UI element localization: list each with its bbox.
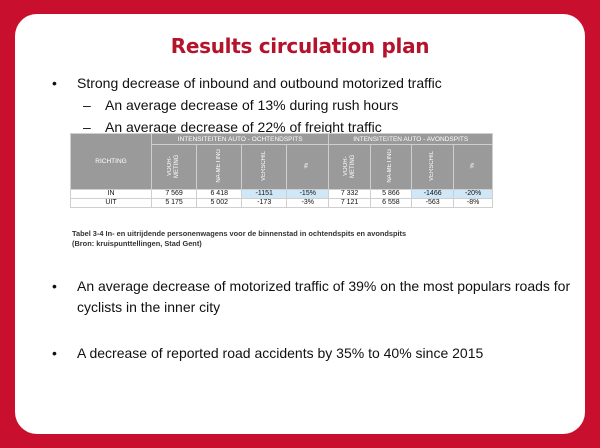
table-cell: -1151 <box>241 189 288 199</box>
table-cell: 5 002 <box>196 198 243 208</box>
bullet-item: • Strong decrease of inbound and outboun… <box>52 73 572 94</box>
bullet-item: • An average decrease of motorized traff… <box>52 276 572 318</box>
caption-source: (Bron: kruispunttellingen, Stad Gent) <box>72 239 202 248</box>
sub-bullet-text: An average decrease of 22% of freight tr… <box>105 119 382 135</box>
column-header: VOOR-METING <box>328 144 371 190</box>
table-caption: Tabel 3-4 In- en uitrijdende personenwag… <box>72 229 406 249</box>
morning-group-header: INTENSITEITEN AUTO - OCHTENDSPITS <box>150 133 330 145</box>
sub-bullet-item: – An average decrease of 13% during rush… <box>83 95 563 116</box>
row-label: IN <box>70 189 152 199</box>
evening-group-header: INTENSITEITEN AUTO - AVONDSPITS <box>328 133 493 145</box>
bullet-symbol: • <box>52 345 57 361</box>
column-header: VERSCHIL <box>411 144 455 190</box>
table-cell: -15% <box>286 189 330 199</box>
richting-header: RICHTING <box>70 133 152 190</box>
row-label: UIT <box>70 198 152 208</box>
column-header: VOOR-METING <box>150 144 198 190</box>
table-cell: 7 569 <box>150 189 198 199</box>
sub-bullet-item: – An average decrease of 22% of freight … <box>83 117 563 138</box>
table-row: UIT 5 175 5 002 -173 -3% 7 121 6 558 -56… <box>70 198 493 208</box>
table-cell: -563 <box>411 198 455 208</box>
table-cell: 5 175 <box>150 198 198 208</box>
bullet-symbol: • <box>52 278 57 294</box>
caption-line: Tabel 3-4 In- en uitrijdende personenwag… <box>72 229 407 238</box>
slide: Results circulation plan <box>15 14 585 434</box>
table-cell: 5 866 <box>369 189 413 199</box>
column-header: NA-METING <box>196 144 243 190</box>
table-cell: -173 <box>241 198 288 208</box>
table-cell: 6 558 <box>369 198 413 208</box>
table-cell: 6 418 <box>196 189 243 199</box>
sub-bullet-text: An average decrease of 13% during rush h… <box>105 97 399 113</box>
table-cell: 7 121 <box>328 198 371 208</box>
column-header: VERSCHIL <box>241 144 288 190</box>
bullet-text: An average decrease of motorized traffic… <box>77 278 571 315</box>
table-cell: 7 332 <box>328 189 371 199</box>
bullet-text: A decrease of reported road accidents by… <box>77 345 484 361</box>
dash-symbol: – <box>83 97 91 113</box>
table-cell: -3% <box>286 198 330 208</box>
column-header: NA-METING <box>369 144 413 190</box>
column-header: % <box>453 144 493 190</box>
table-row: IN 7 569 6 418 -1151 -15% 7 332 5 866 -1… <box>70 189 493 199</box>
bullet-text: Strong decrease of inbound and outbound … <box>77 75 442 91</box>
bullet-item: • A decrease of reported road accidents … <box>52 343 572 364</box>
traffic-table: RICHTING INTENSITEITEN AUTO - OCHTENDSPI… <box>70 133 493 208</box>
table-cell: -1466 <box>411 189 455 199</box>
table-cell: -8% <box>453 198 493 208</box>
dash-symbol: – <box>83 119 91 135</box>
slide-title: Results circulation plan <box>170 34 430 58</box>
column-header: % <box>286 144 330 190</box>
bullet-symbol: • <box>52 75 57 91</box>
table-cell: -20% <box>453 189 493 199</box>
